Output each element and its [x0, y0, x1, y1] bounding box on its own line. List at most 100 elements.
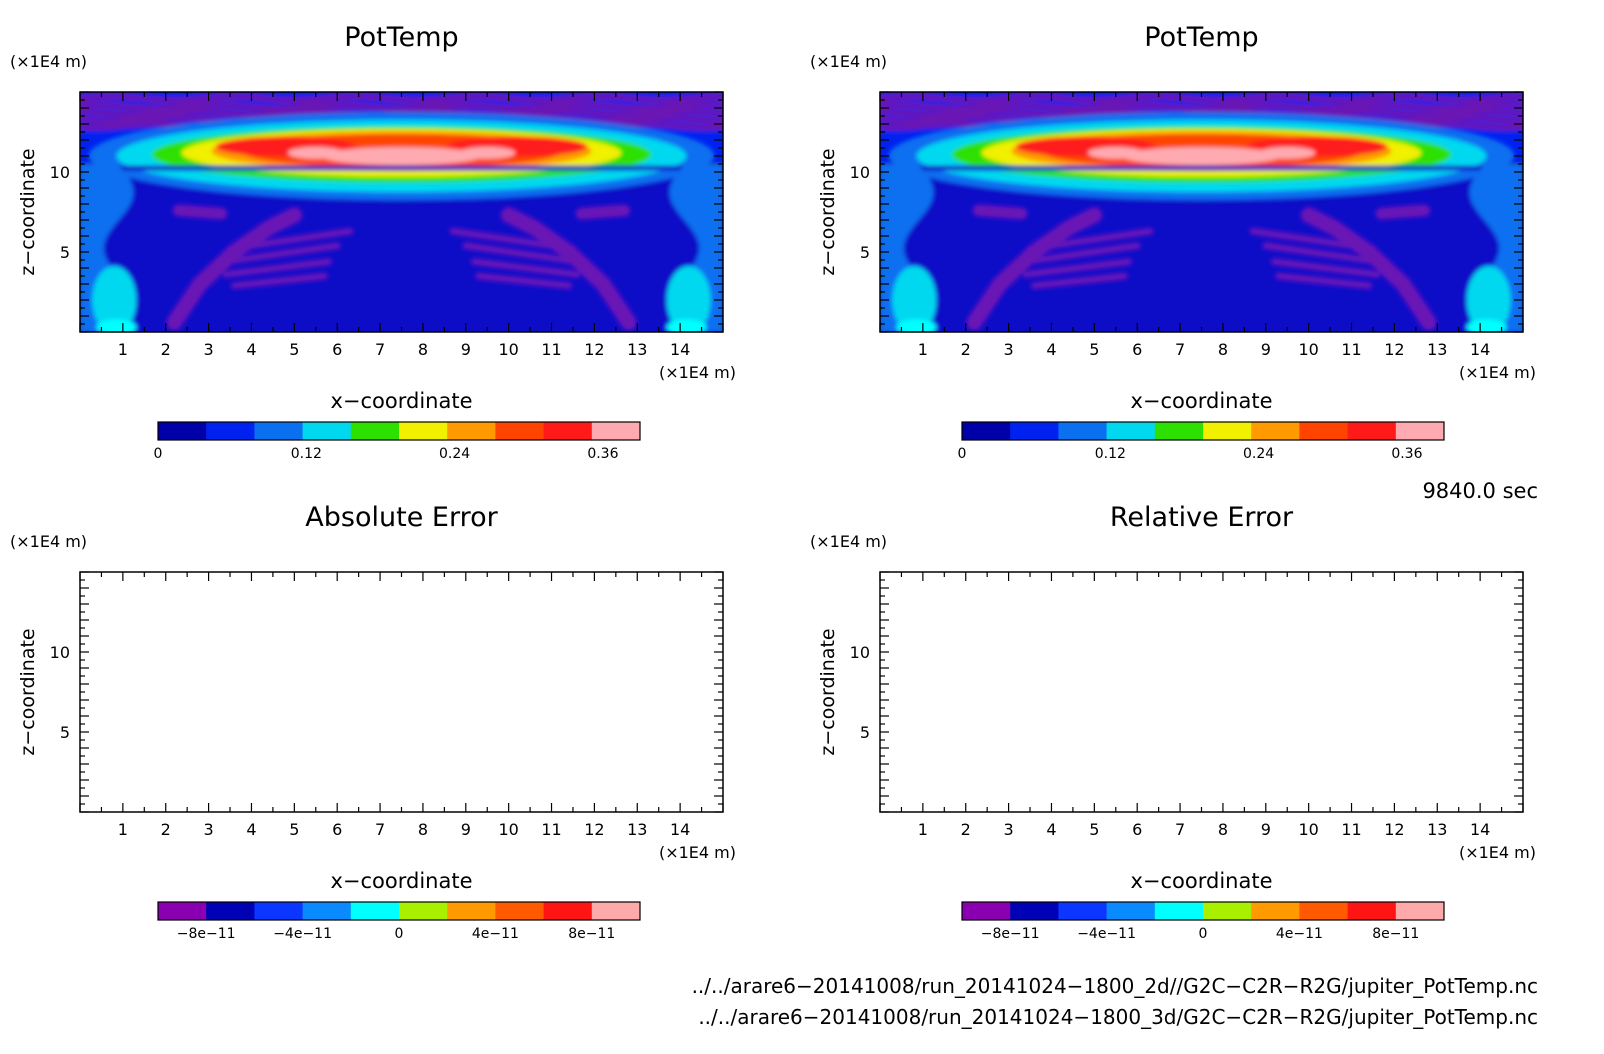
x-tick-label: 8: [418, 340, 428, 359]
x-unit-label: (×1E4 m): [659, 843, 736, 862]
x-tick-label: 8: [418, 820, 428, 839]
x-tick-label: 1: [918, 820, 928, 839]
x-tick-label: 4: [246, 820, 256, 839]
x-tick-label: 14: [1470, 340, 1490, 359]
cold-blob: [973, 205, 1027, 219]
colorbar: 0 0.12 0.24 0.36: [958, 421, 1445, 462]
x-tick-label: 6: [332, 820, 342, 839]
chart-panel-3: Absolute Error (×1E4 m) (×1E4 m) x−coordina…: [10, 502, 736, 942]
colorbar-tick-label: 0.36: [587, 446, 618, 462]
x-unit-label: (×1E4 m): [659, 363, 736, 382]
time-label: 9840.0 sec: [1422, 479, 1538, 503]
colorbar-swatch: [1106, 422, 1156, 440]
colorbar: −8e−11 −4e−11 0 4e−11 8e−11: [157, 901, 641, 942]
side-plume-base: [666, 319, 707, 332]
colorbar-swatch: [158, 422, 207, 440]
cold-streak: [463, 243, 580, 265]
chart-title: Relative Error: [1110, 502, 1294, 533]
colorbar-tick-label: −8e−11: [981, 926, 1040, 942]
x-axis-label: x−coordinate: [1130, 389, 1272, 413]
cold-streak: [1263, 243, 1380, 265]
layer-core: [321, 147, 482, 165]
colorbar-swatch: [1347, 902, 1397, 920]
side-plume-core: [92, 266, 137, 332]
y-tick-label: 10: [50, 163, 70, 182]
layer-core: [287, 146, 344, 159]
x-tick-label: 8: [1218, 340, 1228, 359]
x-tick-label: 10: [1298, 820, 1318, 839]
y-tick-label: 5: [60, 243, 70, 262]
y-unit-label: (×1E4 m): [10, 52, 87, 71]
colorbar-tick-label: 8e−11: [568, 926, 615, 942]
x-tick-label: 9: [461, 340, 471, 359]
colorbar-swatch: [1106, 902, 1156, 920]
y-tick-label: 10: [850, 163, 870, 182]
x-tick-label: 4: [1046, 340, 1056, 359]
y-tick-label: 10: [850, 643, 870, 662]
cold-streak: [1023, 243, 1140, 265]
x-tick-label: 3: [1004, 340, 1014, 359]
colorbar-swatch: [254, 902, 304, 920]
cold-streak: [1276, 273, 1372, 289]
cold-plume: [501, 208, 636, 330]
colorbar-swatch: [495, 422, 545, 440]
colorbar-swatch: [1299, 422, 1349, 440]
side-plume-core: [666, 266, 711, 332]
colorbar-swatch: [1058, 902, 1108, 920]
colorbar-swatch: [1395, 422, 1445, 440]
colorbar-tick-label: −4e−11: [273, 926, 332, 942]
colorbar-frame: [157, 421, 641, 441]
y-unit-label: (×1E4 m): [810, 52, 887, 71]
colorbar-swatch: [591, 422, 641, 440]
x-tick-label: 9: [1261, 820, 1271, 839]
chart-panel-2: PotTemp (×1E4 m) (×1E4 m) x−coordinate z−coo…: [810, 22, 1536, 462]
layer-underside: [92, 165, 711, 171]
colorbar-tick-label: 0.24: [439, 446, 470, 462]
cold-streak: [227, 228, 353, 252]
colorbar-swatch: [1299, 902, 1349, 920]
x-tick-label: 7: [375, 820, 385, 839]
x-tick-label: 6: [1132, 340, 1142, 359]
colorbar-tick-label: 8e−11: [1372, 926, 1419, 942]
cold-streak: [1250, 228, 1376, 252]
heatmap-field: [880, 92, 1523, 332]
field-layer: [80, 92, 723, 332]
cold-streak: [223, 243, 340, 265]
x-unit-label: (×1E4 m): [1459, 363, 1536, 382]
colorbar-swatch: [302, 422, 352, 440]
x-tick-label: 6: [1132, 820, 1142, 839]
cold-plume: [167, 208, 302, 330]
colorbar-swatch: [302, 902, 352, 920]
x-tick-label: 11: [1341, 340, 1361, 359]
x-tick-label: 10: [498, 820, 518, 839]
colorbar-tick-label: 0: [1199, 926, 1208, 942]
y-tick-label: 10: [50, 643, 70, 662]
colorbar-swatch: [1251, 422, 1300, 440]
x-tick-label: 12: [584, 820, 604, 839]
colorbar-tick-label: 0.24: [1243, 446, 1274, 462]
x-tick-label: 11: [1341, 820, 1361, 839]
layer-core: [459, 146, 516, 159]
colorbar-swatch: [962, 422, 1011, 440]
colorbar-tick-label: 4e−11: [472, 926, 519, 942]
chart-panel-4: Relative Error (×1E4 m) (×1E4 m) x−coordina…: [810, 502, 1536, 942]
x-tick-label: 2: [961, 340, 971, 359]
colorbar: 0 0.12 0.24 0.36: [154, 421, 641, 462]
file-path-1: ../../arare6−20141008/run_20141024−1800_…: [692, 974, 1538, 998]
x-axis-label: x−coordinate: [330, 869, 472, 893]
y-unit-label: (×1E4 m): [810, 532, 887, 551]
heatmap-field: [80, 92, 723, 332]
colorbar-swatch: [1395, 902, 1445, 920]
top-stripe: [80, 101, 723, 112]
layer-core: [1121, 147, 1282, 165]
x-tick-label: 7: [375, 340, 385, 359]
colorbar-swatch: [495, 902, 545, 920]
side-plume-core: [1466, 266, 1511, 332]
cold-plume: [967, 208, 1102, 330]
colorbar: −8e−11 −4e−11 0 4e−11 8e−11: [961, 901, 1445, 942]
cold-streak: [223, 259, 332, 277]
x-axis-label: x−coordinate: [330, 389, 472, 413]
cold-streak: [231, 273, 327, 289]
side-plume-core: [892, 266, 937, 332]
